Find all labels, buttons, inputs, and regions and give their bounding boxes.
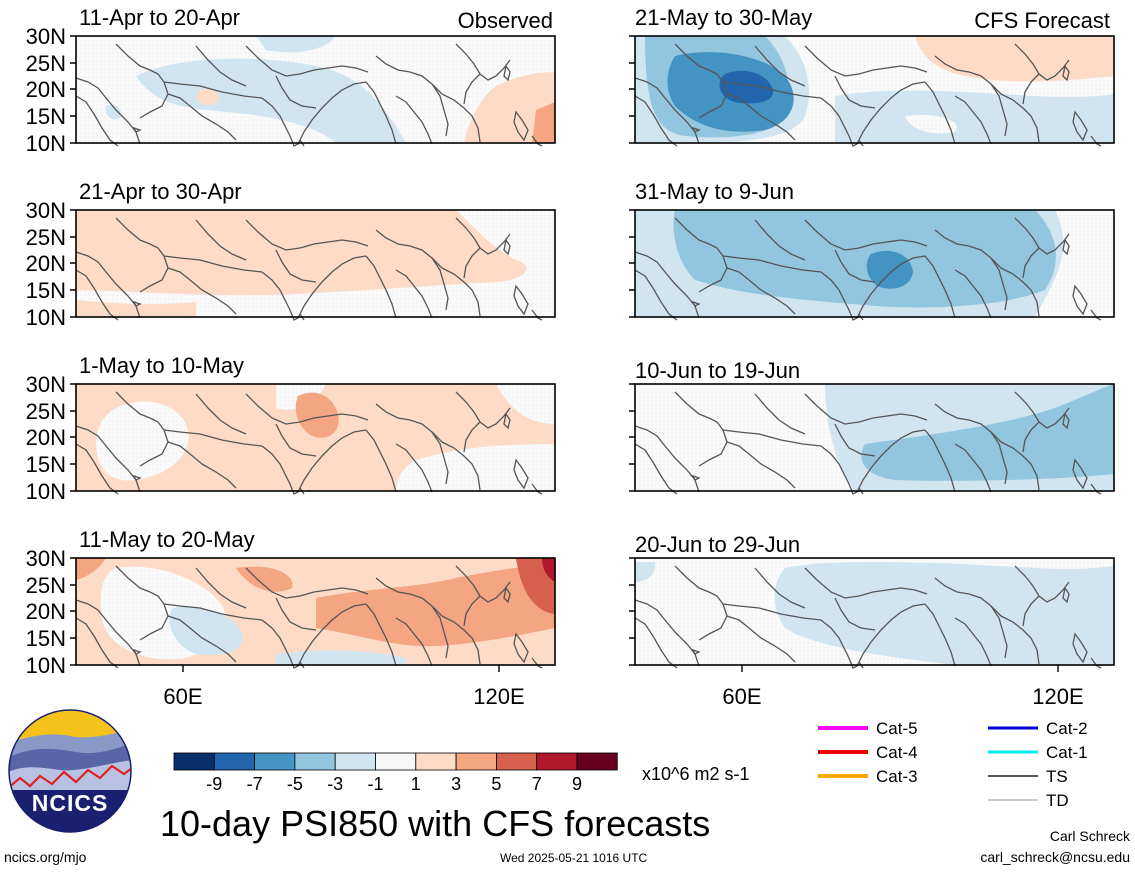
panel-6-map <box>634 209 1115 321</box>
lat-label-20n: 20N <box>26 599 66 624</box>
legend-label-cat1: Cat-1 <box>1046 743 1088 762</box>
legend-label-td: TD <box>1046 791 1069 810</box>
author-email: carl_schreck@ncsu.edu <box>980 849 1130 865</box>
panel-3-map <box>75 383 556 495</box>
lat-label-25n: 25N <box>26 51 66 76</box>
panel-2-map <box>75 209 556 321</box>
panel-4-map <box>75 557 556 669</box>
lat-labels-row-2: 30N 25N 20N 15N 10N <box>26 198 66 330</box>
panel-1-title: 11-Apr to 20-Apr <box>79 5 240 30</box>
colorbar-swatch <box>294 752 336 771</box>
panel-4-title: 11-May to 20-May <box>79 527 255 552</box>
colorbar-tick-label: -5 <box>287 774 303 794</box>
forecast-header: CFS Forecast <box>974 8 1110 33</box>
colorbar-tick-label: -9 <box>206 774 222 794</box>
lat-label-25n: 25N <box>26 573 66 598</box>
colorbar-tick-label: -7 <box>247 774 263 794</box>
legend-label-cat2: Cat-2 <box>1046 719 1088 738</box>
lat-label-30n: 30N <box>26 546 66 571</box>
panel-8-map <box>634 557 1115 669</box>
lat-labels-row-1: 30N 25N 20N 15N 10N <box>26 24 66 156</box>
lon-ticks <box>182 665 1059 672</box>
lat-ticks <box>70 35 635 666</box>
legend-label-cat5: Cat-5 <box>876 719 918 738</box>
colorbar-tick-label: 7 <box>532 774 542 794</box>
panel-1-map <box>75 35 556 147</box>
lon-label-120e-left: 120E <box>473 684 524 709</box>
lat-label-10n: 10N <box>26 131 66 156</box>
colorbar-swatch <box>213 752 256 771</box>
colorbar-tick-label: 9 <box>572 774 582 794</box>
colorbar-swatch <box>334 752 376 771</box>
lat-label-20n: 20N <box>26 425 66 450</box>
lat-label-15n: 15N <box>26 278 66 303</box>
author-name: Carl Schreck <box>1050 828 1131 844</box>
ncics-logo: NCICS <box>8 709 132 833</box>
colorbar-swatch <box>415 752 457 771</box>
colorbar-swatch <box>254 752 296 771</box>
lon-label-120e-right: 120E <box>1032 684 1083 709</box>
figure-title: 10-day PSI850 with CFS forecasts <box>160 803 710 844</box>
lat-label-15n: 15N <box>26 626 66 651</box>
lat-label-25n: 25N <box>26 399 66 424</box>
colorbar-tick-label: 1 <box>411 774 421 794</box>
colorbar-swatch <box>173 752 215 771</box>
lat-label-10n: 10N <box>26 653 66 678</box>
colorbar-tick-label: 3 <box>451 774 461 794</box>
panel-3-title: 1-May to 10-May <box>79 353 244 378</box>
panel-2-title: 21-Apr to 30-Apr <box>79 179 242 204</box>
colorbar-tick-label: 5 <box>491 774 501 794</box>
lat-label-15n: 15N <box>26 452 66 477</box>
panel-7-map <box>634 383 1115 495</box>
lat-label-25n: 25N <box>26 225 66 250</box>
lat-labels-row-3: 30N 25N 20N 15N 10N <box>26 372 66 504</box>
colorbar-swatch <box>455 752 497 771</box>
panel-6-title: 31-May to 9-Jun <box>635 179 794 204</box>
lat-labels-row-4: 30N 25N 20N 15N 10N <box>26 546 66 678</box>
panel-5-map <box>634 35 1115 147</box>
panel-8-title: 20-Jun to 29-Jun <box>635 532 800 557</box>
lat-label-20n: 20N <box>26 77 66 102</box>
lat-label-10n: 10N <box>26 479 66 504</box>
colorbar: -9 -7 -5 -3 -1 1 3 5 7 9 <box>173 752 618 794</box>
lat-label-15n: 15N <box>26 104 66 129</box>
lat-label-30n: 30N <box>26 372 66 397</box>
colorbar-swatch <box>375 752 417 771</box>
observed-header: Observed <box>458 8 553 33</box>
lon-label-60e-right: 60E <box>722 684 761 709</box>
units-label: x10^6 m2 s-1 <box>642 764 750 784</box>
lon-label-60e-left: 60E <box>163 684 202 709</box>
lat-label-10n: 10N <box>26 305 66 330</box>
logo-text: NCICS <box>32 790 109 816</box>
timestamp: Wed 2025-05-21 1016 UTC <box>500 851 648 865</box>
colorbar-swatch <box>576 752 618 771</box>
legend-label-cat3: Cat-3 <box>876 767 918 786</box>
colorbar-swatch <box>536 752 578 771</box>
lat-label-30n: 30N <box>26 24 66 49</box>
site-url: ncics.org/mjo <box>4 849 87 865</box>
lat-label-20n: 20N <box>26 251 66 276</box>
panel-5-title: 21-May to 30-May <box>635 5 812 30</box>
colorbar-tick-label: -3 <box>327 774 343 794</box>
colorbar-tick-label: -1 <box>367 774 383 794</box>
storm-legend: Cat-5 Cat-4 Cat-3 Cat-2 Cat-1 TS TD <box>818 719 1088 810</box>
legend-label-ts: TS <box>1046 767 1068 786</box>
legend-label-cat4: Cat-4 <box>876 743 918 762</box>
colorbar-swatch <box>495 752 538 771</box>
panel-7-title: 10-Jun to 19-Jun <box>635 358 800 383</box>
lat-label-30n: 30N <box>26 198 66 223</box>
